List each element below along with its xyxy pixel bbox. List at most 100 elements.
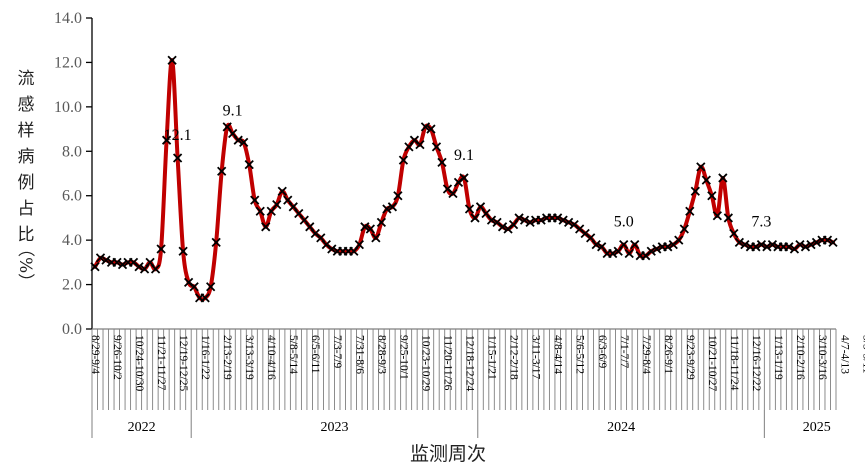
data-point-marker: [591, 239, 601, 250]
data-point-marker: [652, 244, 662, 254]
data-point-marker: [630, 239, 640, 250]
data-point-marker: [690, 186, 700, 196]
x-tick-label: 8/29-9/4: [89, 335, 101, 374]
data-point-marker: [415, 139, 425, 150]
data-point-marker: [172, 153, 183, 163]
data-point-marker: [519, 215, 530, 225]
x-tick-label: 3/11-3/17: [530, 335, 542, 380]
x-tick-label: 10/21-10/27: [706, 335, 718, 391]
data-point-marker: [751, 242, 761, 252]
data-point-marker: [250, 195, 260, 205]
data-point-marker: [619, 239, 629, 250]
data-point-marker: [244, 159, 254, 170]
data-point-marker: [448, 188, 458, 199]
x-tick-label: 1/13-1/19: [772, 335, 784, 380]
peak-value-label: 5.0: [614, 214, 634, 231]
x-tick-label: 4/8-4/14: [552, 335, 564, 374]
data-point-marker: [685, 206, 695, 216]
y-tick-label: 6.0: [62, 188, 82, 205]
data-point-marker: [393, 191, 403, 201]
x-tick-label: 5/6-5/12: [574, 335, 586, 374]
peak-value-label: 7.3: [751, 214, 771, 231]
x-tick-label: 8/26-9/1: [662, 335, 674, 374]
data-point-marker: [200, 293, 210, 303]
data-point-marker: [371, 233, 381, 243]
y-tick-label: 12.0: [54, 54, 82, 71]
data-point-marker: [327, 244, 337, 254]
y-tick-label: 0.0: [62, 321, 82, 338]
x-tick-label: 5/5-5/11: [860, 335, 865, 374]
data-point-marker: [762, 242, 772, 252]
data-point-marker: [822, 235, 833, 245]
data-point-marker: [272, 199, 282, 210]
data-line: [93, 58, 835, 302]
peak-value-label: 9.1: [454, 147, 474, 164]
data-point-marker: [178, 246, 188, 256]
x-tick-label: 12/18-12/24: [464, 335, 476, 391]
y-axis-title-unit: （%）: [15, 240, 35, 290]
data-point-marker: [90, 262, 100, 272]
data-point-marker: [497, 222, 508, 232]
y-tick-label: 10.0: [54, 99, 82, 116]
x-tick-label: 2/10-2/16: [794, 335, 806, 380]
data-point-marker: [536, 215, 546, 225]
data-point-marker: [729, 228, 739, 239]
x-tick-label: 7/3-7/9: [331, 335, 343, 368]
peak-annotations: 12.1 9.1 9.1 5.0 7.3 4.0: [164, 0, 865, 231]
data-point-marker: [740, 239, 750, 250]
data-point-marker: [712, 211, 722, 221]
data-point-marker: [679, 224, 689, 234]
data-point-marker: [95, 253, 106, 263]
data-point-marker: [723, 213, 733, 223]
data-point-marker: [806, 239, 816, 250]
x-tick-label: 11/18-11/24: [728, 335, 740, 391]
plot-area: [90, 55, 838, 303]
data-point-marker: [718, 173, 728, 183]
x-axis: 8/29-9/4 9/26-10/2 10/24-10/30 11/21-11/27 1…: [89, 328, 865, 438]
data-point-marker: [255, 206, 265, 216]
data-point-marker: [150, 264, 161, 274]
x-tick-label: 7/1-7/7: [618, 335, 630, 368]
year-label: 2024: [607, 420, 635, 435]
x-tick-label: 7/29-8/4: [640, 335, 652, 374]
y-axis: 0.0 2.0 4.0 6.0 8.0 10.0 12.0 14.0: [54, 10, 93, 338]
y-tick-label: 4.0: [62, 232, 82, 249]
x-tick-label: 3/13-3/19: [243, 335, 255, 380]
x-tick-label: 3/10-3/16: [816, 335, 828, 380]
x-tick-label: 4/10-4/16: [265, 335, 277, 380]
data-point-marker: [707, 191, 717, 201]
data-point-marker: [784, 242, 794, 252]
data-point-marker: [112, 257, 122, 267]
x-tick-label: 12/16-12/22: [750, 335, 762, 391]
data-point-marker: [233, 135, 243, 145]
data-point-marker: [189, 282, 199, 292]
y-tick-label: 14.0: [54, 10, 82, 27]
data-point-marker: [426, 124, 436, 134]
data-point-marker: [525, 217, 535, 228]
peak-value-label: 9.1: [223, 103, 243, 120]
data-point-marker: [360, 222, 370, 232]
data-point-marker: [800, 242, 811, 252]
x-tick-label: 12/19-12/25: [177, 335, 189, 391]
data-point-marker: [156, 244, 166, 254]
x-tick-label: 6/3-6/9: [596, 335, 608, 368]
data-point-marker: [437, 157, 447, 168]
data-point-marker: [470, 213, 480, 223]
year-label: 2023: [320, 420, 348, 435]
data-point-marker: [217, 166, 227, 176]
x-tick-label: 2/12-2/18: [508, 335, 520, 380]
x-tick-label: 7/31-8/6: [353, 335, 365, 374]
x-tick-label: 5/8-5/14: [287, 335, 299, 374]
data-point-marker: [387, 202, 398, 212]
data-point-marker: [161, 135, 172, 145]
x-tick-label: 10/24-10/30: [133, 335, 145, 391]
data-point-marker: [206, 282, 216, 292]
data-point-marker: [663, 242, 673, 252]
data-point-marker: [701, 175, 711, 185]
data-point-marker: [398, 155, 409, 165]
x-tick-label: 2/13-2/19: [221, 335, 233, 380]
data-point-marker: [756, 239, 767, 250]
peak-value-label: 4.0: [856, 0, 865, 4]
